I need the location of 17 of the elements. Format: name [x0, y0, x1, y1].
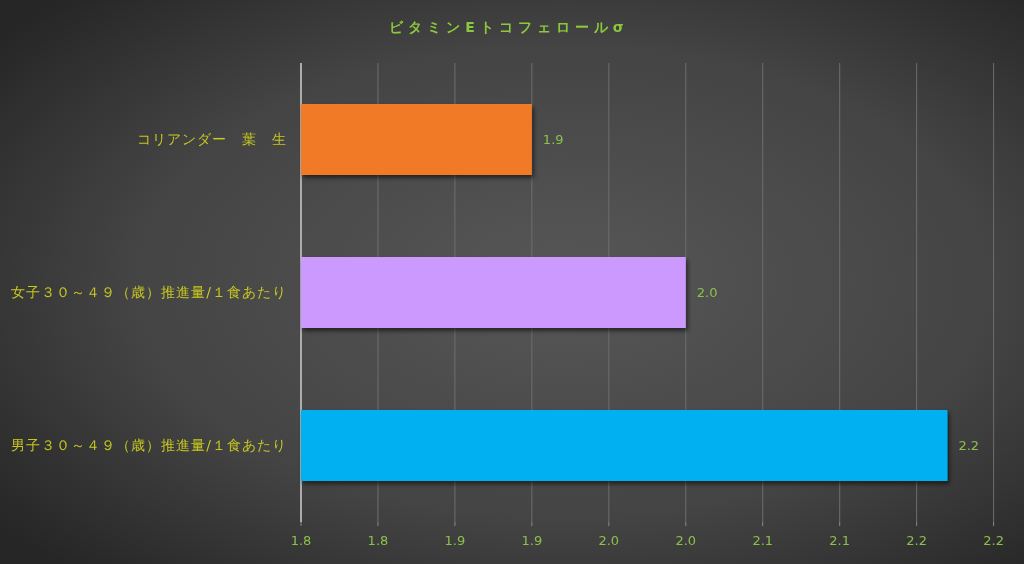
x-tick-label: 1.9 [444, 533, 466, 548]
chart-title: ビタミンEトコフェロールσ [389, 19, 629, 35]
x-tick-label: 2.1 [829, 533, 851, 548]
y-tick-label: 男子３０～４９（歳）推進量/１食あたり [11, 437, 287, 454]
x-tick-label: 2.2 [983, 533, 1004, 548]
x-tick-label: 2.0 [598, 533, 620, 548]
x-tick-label: 1.9 [521, 533, 543, 548]
data-label: 2.2 [958, 438, 980, 454]
x-tick-label: 2.0 [675, 533, 697, 548]
x-tick-label: 2.1 [752, 533, 774, 548]
x-tick-label: 2.2 [906, 533, 927, 548]
data-label: 2.0 [696, 285, 718, 301]
x-tick-label: 1.8 [290, 533, 312, 548]
x-tick-label: 1.8 [367, 533, 389, 548]
data-label: 1.9 [542, 132, 564, 148]
y-tick-label: 女子３０～４９（歳）推進量/１食あたり [11, 284, 287, 301]
y-tick-label: コリアンダー 葉 生 [137, 131, 287, 148]
